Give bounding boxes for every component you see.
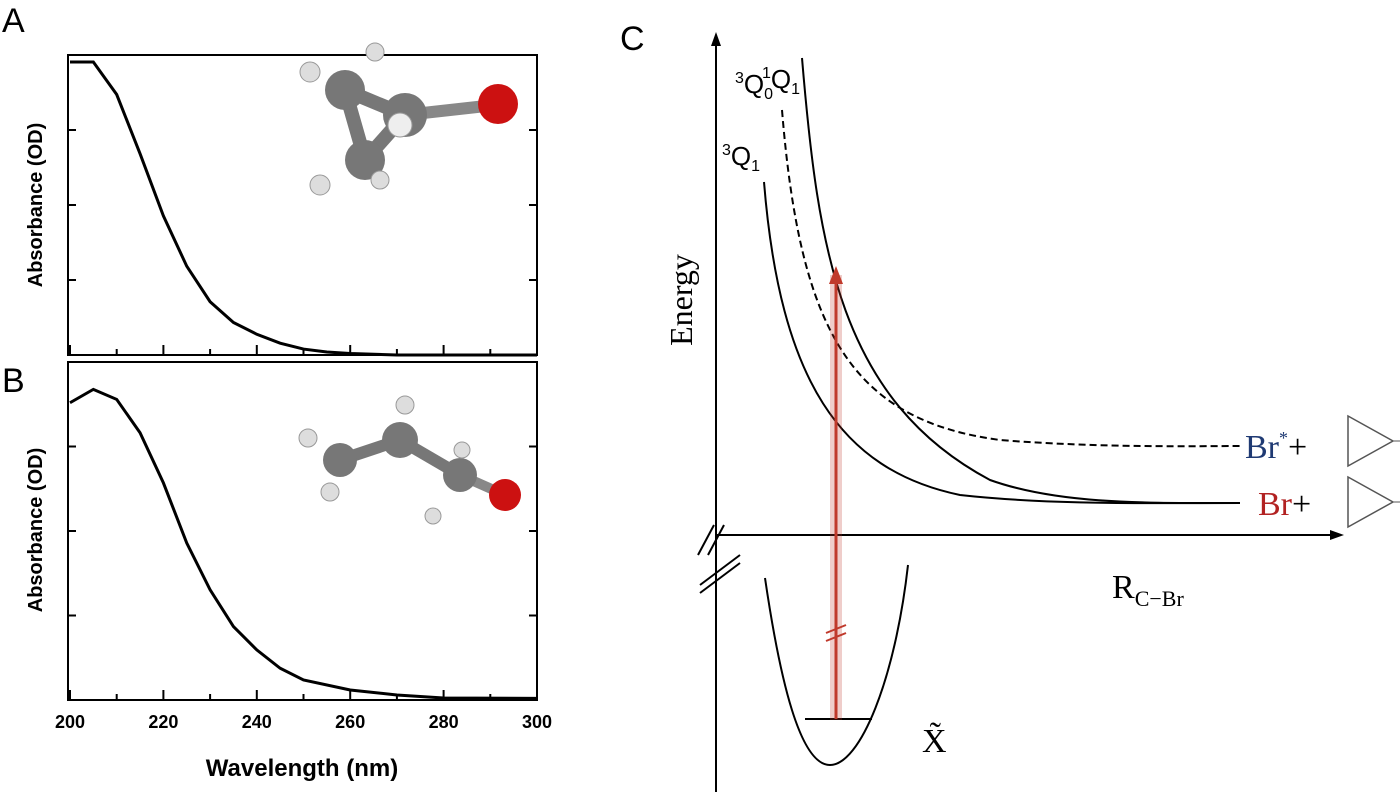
cyclopropyl-icon-ground xyxy=(1347,475,1395,529)
state-label-3Q1: 3Q1 xyxy=(722,141,760,175)
panel-label-a: A xyxy=(2,2,25,40)
panel-label-b: B xyxy=(2,362,25,400)
cyclopropyl-icon-excited xyxy=(1347,414,1395,468)
ground-state-label: X̃ xyxy=(922,721,947,760)
curve-1Q1 xyxy=(801,57,1241,505)
potential-energy-diagram: Energy RC−Br 1Q1 3Q0 3Q1 X̃ Br*+ Br+ xyxy=(663,32,1400,792)
y-axis-label-a: Absorbance (OD) xyxy=(25,123,47,287)
absorbance-curve-b xyxy=(69,387,538,700)
distance-label: RC−Br xyxy=(1112,569,1184,611)
x-tick-label: 300 xyxy=(522,712,552,732)
energy-label: Energy xyxy=(663,254,699,346)
molecule-b xyxy=(298,395,521,525)
plot-frame-a xyxy=(67,54,538,356)
state-label-3Q0: 3Q0 xyxy=(735,69,773,103)
ground-state-well xyxy=(764,564,909,767)
curve-3Q0 xyxy=(781,109,1241,448)
plot-frame-b xyxy=(67,361,538,701)
x-tick-label: 240 xyxy=(242,712,272,732)
panel-label-c: C xyxy=(620,20,645,58)
product-br-excited: Br*+ xyxy=(1245,428,1307,466)
molecule-a xyxy=(299,42,518,196)
product-br-ground: Br+ xyxy=(1258,486,1311,523)
x-tick-label: 280 xyxy=(429,712,459,732)
x-tick-label: 260 xyxy=(335,712,365,732)
x-tick-label: 220 xyxy=(148,712,178,732)
x-axis-label: Wavelength (nm) xyxy=(206,755,398,782)
state-label-1Q1: 1Q1 xyxy=(762,64,800,98)
curve-3Q1 xyxy=(763,181,1241,505)
y-axis-label-b: Absorbance (OD) xyxy=(25,448,47,612)
absorbance-curve-a xyxy=(70,60,537,357)
x-tick-label: 200 xyxy=(55,712,85,732)
